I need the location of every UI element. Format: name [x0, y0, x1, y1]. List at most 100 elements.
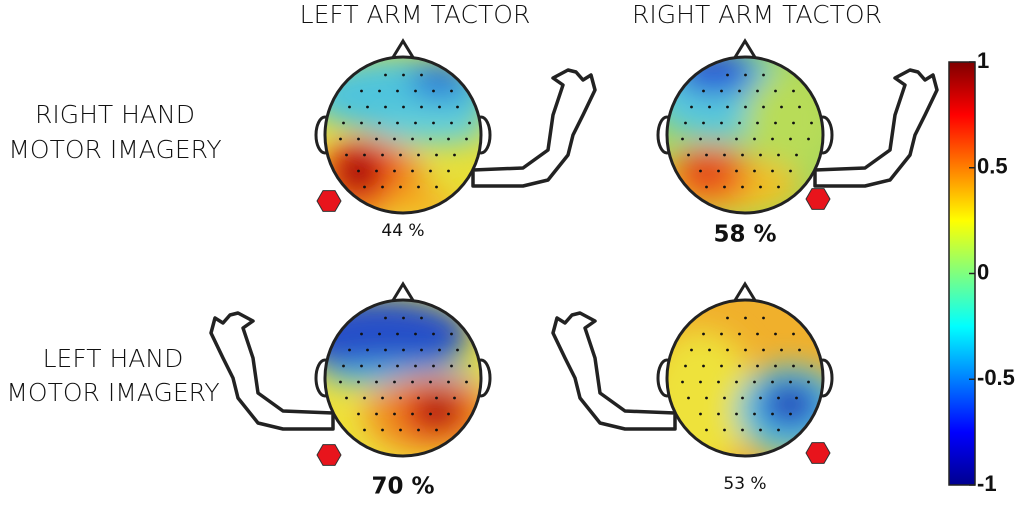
- colorbar-tick-label: 1: [977, 48, 989, 73]
- electrode: [411, 412, 414, 416]
- electrode: [726, 105, 729, 109]
- electrode: [450, 121, 453, 125]
- electrode: [771, 412, 774, 416]
- electrode: [465, 137, 468, 141]
- electrode: [420, 316, 423, 320]
- electrode: [726, 348, 729, 352]
- field-region: [380, 190, 460, 213]
- electrode: [789, 412, 792, 416]
- electrode: [741, 428, 744, 432]
- electrode: [435, 428, 438, 432]
- electrode: [468, 121, 471, 125]
- electrode: [726, 73, 729, 77]
- row-header: RIGHT HAND: [35, 100, 195, 129]
- electrode: [378, 364, 381, 368]
- electrode: [723, 396, 726, 400]
- electrode: [756, 89, 759, 93]
- electrode: [393, 169, 396, 173]
- tactor: [316, 444, 342, 466]
- electrode: [702, 332, 705, 336]
- electrode: [792, 89, 795, 93]
- electrode: [420, 73, 423, 77]
- electrode: [429, 412, 432, 416]
- electrode: [741, 153, 744, 157]
- electrode: [456, 348, 459, 352]
- electrode: [384, 348, 387, 352]
- electrode: [411, 137, 414, 141]
- colorbar-tick-label: -0.5: [977, 365, 1015, 390]
- field-region: [370, 115, 481, 145]
- electrode: [393, 380, 396, 384]
- electrode: [384, 316, 387, 320]
- electrode: [705, 153, 708, 157]
- electrode: [435, 185, 438, 189]
- electrode: [357, 380, 360, 384]
- electrode: [435, 153, 438, 157]
- electrode: [435, 396, 438, 400]
- electrode: [738, 364, 741, 368]
- electrode: [357, 169, 360, 173]
- row-header: MOTOR IMAGERY: [6, 378, 219, 407]
- electrode: [708, 348, 711, 352]
- electrode: [396, 332, 399, 336]
- electrode: [762, 105, 765, 109]
- electrode: [393, 412, 396, 416]
- electrode: [414, 121, 417, 125]
- field-region: [685, 159, 725, 191]
- electrode: [792, 364, 795, 368]
- electrode: [699, 137, 702, 141]
- electrode: [381, 185, 384, 189]
- electrode: [414, 364, 417, 368]
- electrode: [456, 105, 459, 109]
- electrode: [414, 332, 417, 336]
- electrode: [753, 380, 756, 384]
- electrode: [375, 169, 378, 173]
- row-header: MOTOR IMAGERY: [8, 135, 221, 164]
- electrode: [429, 137, 432, 141]
- topomap-panel: 44 %: [314, 38, 597, 241]
- electrode: [399, 396, 402, 400]
- electrode: [438, 105, 441, 109]
- electrode: [447, 169, 450, 173]
- electrode: [735, 380, 738, 384]
- electrode: [411, 380, 414, 384]
- electrode: [363, 153, 366, 157]
- electrode: [753, 169, 756, 173]
- tactor: [316, 190, 342, 212]
- electrode: [717, 380, 720, 384]
- electrode: [780, 105, 783, 109]
- electrode: [741, 396, 744, 400]
- electrode: [705, 185, 708, 189]
- head-outline: [665, 298, 825, 458]
- field-region: [774, 391, 806, 415]
- electrode: [738, 332, 741, 336]
- electrode: [399, 185, 402, 189]
- electrode: [735, 412, 738, 416]
- electrode: [420, 348, 423, 352]
- electrode: [735, 169, 738, 173]
- column-header: LEFT ARM TACTOR: [300, 0, 531, 29]
- electrode: [399, 428, 402, 432]
- electrode: [744, 105, 747, 109]
- electrode: [363, 396, 366, 400]
- electrode: [339, 137, 342, 141]
- electrode: [702, 121, 705, 125]
- electrode: [759, 185, 762, 189]
- tactor: [805, 188, 831, 210]
- electrode: [723, 185, 726, 189]
- electrode: [756, 332, 759, 336]
- electrode: [777, 396, 780, 400]
- electrode: [345, 396, 348, 400]
- electrode: [402, 316, 405, 320]
- arm: [551, 311, 677, 431]
- electrode: [762, 73, 765, 77]
- electrode: [378, 121, 381, 125]
- electrode: [417, 396, 420, 400]
- electrode: [771, 169, 774, 173]
- electrode: [723, 153, 726, 157]
- electrode: [465, 380, 468, 384]
- electrode: [795, 153, 798, 157]
- electrode: [687, 153, 690, 157]
- accuracy-label: 53 %: [723, 474, 766, 494]
- electrode: [384, 73, 387, 77]
